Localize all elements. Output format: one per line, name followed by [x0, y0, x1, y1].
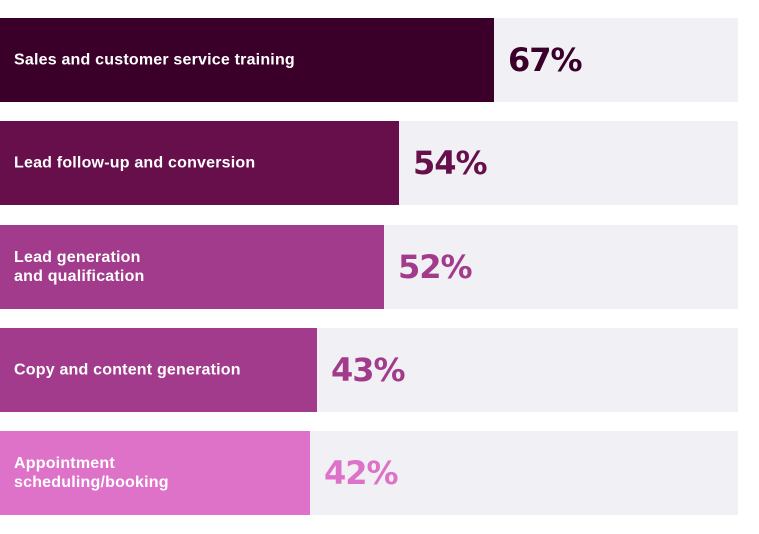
bar-row: Sales and customer service training 67%	[0, 18, 738, 102]
value-label: 42%	[324, 454, 399, 492]
category-label: Appointment scheduling/booking	[14, 455, 169, 491]
bar: Lead follow-up and conversion	[0, 121, 399, 205]
bar: Lead generation and qualification	[0, 225, 384, 309]
bar: Sales and customer service training	[0, 18, 494, 102]
bar-row: Appointment scheduling/booking 42%	[0, 431, 738, 515]
value-label: 54%	[413, 144, 488, 182]
category-label: Lead generation and qualification	[14, 249, 145, 285]
bar-row: Lead follow-up and conversion 54%	[0, 121, 738, 205]
category-label: Lead follow-up and conversion	[14, 154, 256, 172]
category-label: Copy and content generation	[14, 361, 241, 379]
value-label: 52%	[398, 248, 473, 286]
bar: Copy and content generation	[0, 328, 317, 412]
category-label: Sales and customer service training	[14, 51, 295, 69]
value-label: 67%	[508, 41, 583, 79]
bar-row: Copy and content generation 43%	[0, 328, 738, 412]
bar-row: Lead generation and qualification 52%	[0, 225, 738, 309]
value-label: 43%	[331, 351, 406, 389]
bar: Appointment scheduling/booking	[0, 431, 310, 515]
